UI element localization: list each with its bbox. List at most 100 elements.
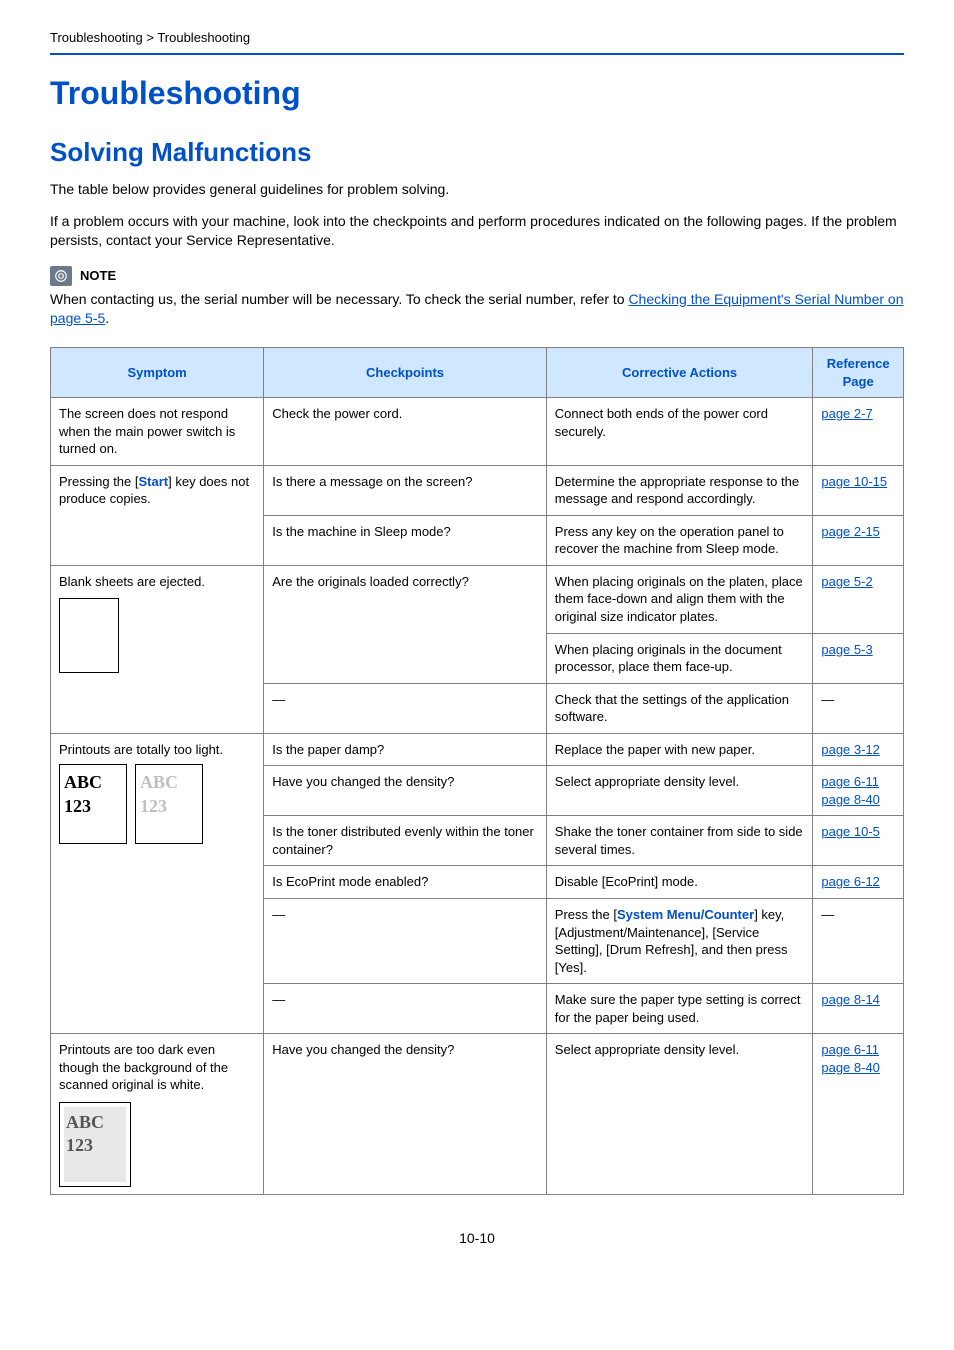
cell-ref: page 6-11 page 8-40	[813, 766, 904, 816]
cell-action: Make sure the paper type setting is corr…	[546, 984, 813, 1034]
note-text: When contacting us, the serial number wi…	[50, 290, 904, 329]
ref-link[interactable]: page 6-11	[821, 1041, 895, 1059]
cell-symptom: The screen does not respond when the mai…	[51, 398, 264, 466]
th-symptom: Symptom	[51, 347, 264, 397]
sample-abc: ABC	[66, 1111, 124, 1134]
th-checkpoints: Checkpoints	[264, 347, 547, 397]
ref-link[interactable]: page 10-15	[821, 473, 895, 491]
cell-ref: page 3-12	[813, 733, 904, 766]
cell-action: Press the [System Menu/Counter] key, [Ad…	[546, 899, 813, 984]
cell-symptom: Blank sheets are ejected.	[51, 565, 264, 733]
cell-check: Check the power cord.	[264, 398, 547, 466]
cell-action: Check that the settings of the applicati…	[546, 683, 813, 733]
intro-para-1: The table below provides general guideli…	[50, 180, 904, 200]
sample-abc: ABC	[64, 771, 122, 794]
ref-link[interactable]: page 3-12	[821, 741, 895, 759]
ref-link[interactable]: page 2-15	[821, 523, 895, 541]
cell-ref: page 2-15	[813, 515, 904, 565]
sample-123: 123	[64, 795, 122, 818]
note-text-after: .	[105, 310, 109, 326]
cell-ref: page 10-15	[813, 465, 904, 515]
sample-faint: ABC 123	[135, 764, 203, 844]
cell-ref: page 10-5	[813, 816, 904, 866]
cell-ref: page 2-7	[813, 398, 904, 466]
cell-check: Is the machine in Sleep mode?	[264, 515, 547, 565]
cell-ref: ―	[813, 683, 904, 733]
dash: ―	[272, 992, 285, 1007]
header-rule	[50, 53, 904, 55]
cell-check: ―	[264, 683, 547, 733]
cell-check: Have you changed the density?	[264, 1034, 547, 1195]
table-row: Printouts are totally too light. ABC 123…	[51, 733, 904, 766]
sample-dark: ABC 123	[64, 1107, 126, 1182]
cell-action: When placing originals in the document p…	[546, 633, 813, 683]
table-header-row: Symptom Checkpoints Corrective Actions R…	[51, 347, 904, 397]
dark-print-icon: ABC 123	[59, 1102, 131, 1187]
ref-link[interactable]: page 10-5	[821, 823, 895, 841]
cell-symptom: Printouts are totally too light. ABC 123…	[51, 733, 264, 1034]
cell-check: Is the toner distributed evenly within t…	[264, 816, 547, 866]
cell-check: Is the paper damp?	[264, 733, 547, 766]
dash: ―	[821, 907, 834, 922]
key-name: System Menu/Counter	[617, 907, 754, 922]
breadcrumb: Troubleshooting > Troubleshooting	[50, 30, 904, 53]
dash: ―	[821, 692, 834, 707]
table-row: Blank sheets are ejected. Are the origin…	[51, 565, 904, 633]
section-title-h2: Solving Malfunctions	[50, 137, 904, 168]
ref-link[interactable]: page 8-40	[821, 1059, 895, 1077]
cell-action: Disable [EcoPrint] mode.	[546, 866, 813, 899]
page-title-h1: Troubleshooting	[50, 75, 904, 112]
cell-ref: page 8-14	[813, 984, 904, 1034]
cell-check: Are the originals loaded correctly?	[264, 565, 547, 683]
note-box: NOTE When contacting us, the serial numb…	[50, 266, 904, 329]
note-label: NOTE	[80, 268, 116, 283]
intro-para-2: If a problem occurs with your machine, l…	[50, 212, 904, 251]
note-icon	[50, 266, 72, 286]
cell-action: When placing originals on the platen, pl…	[546, 565, 813, 633]
sample-123: 123	[140, 795, 198, 818]
cell-check: Is there a message on the screen?	[264, 465, 547, 515]
cell-action: Press any key on the operation panel to …	[546, 515, 813, 565]
ref-link[interactable]: page 6-11	[821, 773, 895, 791]
table-row: Printouts are too dark even though the b…	[51, 1034, 904, 1195]
ref-link[interactable]: page 5-3	[821, 641, 895, 659]
cell-check: Is EcoPrint mode enabled?	[264, 866, 547, 899]
table-row: The screen does not respond when the mai…	[51, 398, 904, 466]
th-reference: Reference Page	[813, 347, 904, 397]
page-number: 10-10	[50, 1230, 904, 1246]
sample-normal: ABC 123	[59, 764, 127, 844]
table-row: Pressing the [Start] key does not produc…	[51, 465, 904, 515]
cell-action: Select appropriate density level.	[546, 1034, 813, 1195]
cell-action: Determine the appropriate response to th…	[546, 465, 813, 515]
ref-link[interactable]: page 6-12	[821, 873, 895, 891]
cell-action: Shake the toner container from side to s…	[546, 816, 813, 866]
ref-link[interactable]: page 5-2	[821, 573, 895, 591]
symptom-text: Printouts are too dark even though the b…	[59, 1041, 255, 1094]
symptom-text: Printouts are totally too light.	[59, 741, 255, 759]
ref-link[interactable]: page 8-40	[821, 791, 895, 809]
action-text-before: Press the [	[555, 907, 617, 922]
cell-check: Have you changed the density?	[264, 766, 547, 816]
cell-ref: page 5-3	[813, 633, 904, 683]
ref-link[interactable]: page 2-7	[821, 405, 895, 423]
cell-ref: ―	[813, 899, 904, 984]
ref-link[interactable]: page 8-14	[821, 991, 895, 1009]
dash: ―	[272, 692, 285, 707]
cell-ref: page 5-2	[813, 565, 904, 633]
cell-ref: page 6-11 page 8-40	[813, 1034, 904, 1195]
sample-123: 123	[66, 1134, 124, 1157]
cell-symptom: Printouts are too dark even though the b…	[51, 1034, 264, 1195]
cell-check: ―	[264, 984, 547, 1034]
cell-action: Replace the paper with new paper.	[546, 733, 813, 766]
cell-check: ―	[264, 899, 547, 984]
cell-symptom: Pressing the [Start] key does not produc…	[51, 465, 264, 565]
note-text-before: When contacting us, the serial number wi…	[50, 291, 628, 307]
cell-ref: page 6-12	[813, 866, 904, 899]
symptom-text-before: Pressing the [	[59, 474, 139, 489]
troubleshooting-table: Symptom Checkpoints Corrective Actions R…	[50, 347, 904, 1195]
th-actions: Corrective Actions	[546, 347, 813, 397]
cell-action: Connect both ends of the power cord secu…	[546, 398, 813, 466]
sample-abc: ABC	[140, 771, 198, 794]
blank-sheet-icon	[59, 598, 119, 673]
light-print-icon: ABC 123 ABC 123	[59, 764, 255, 844]
